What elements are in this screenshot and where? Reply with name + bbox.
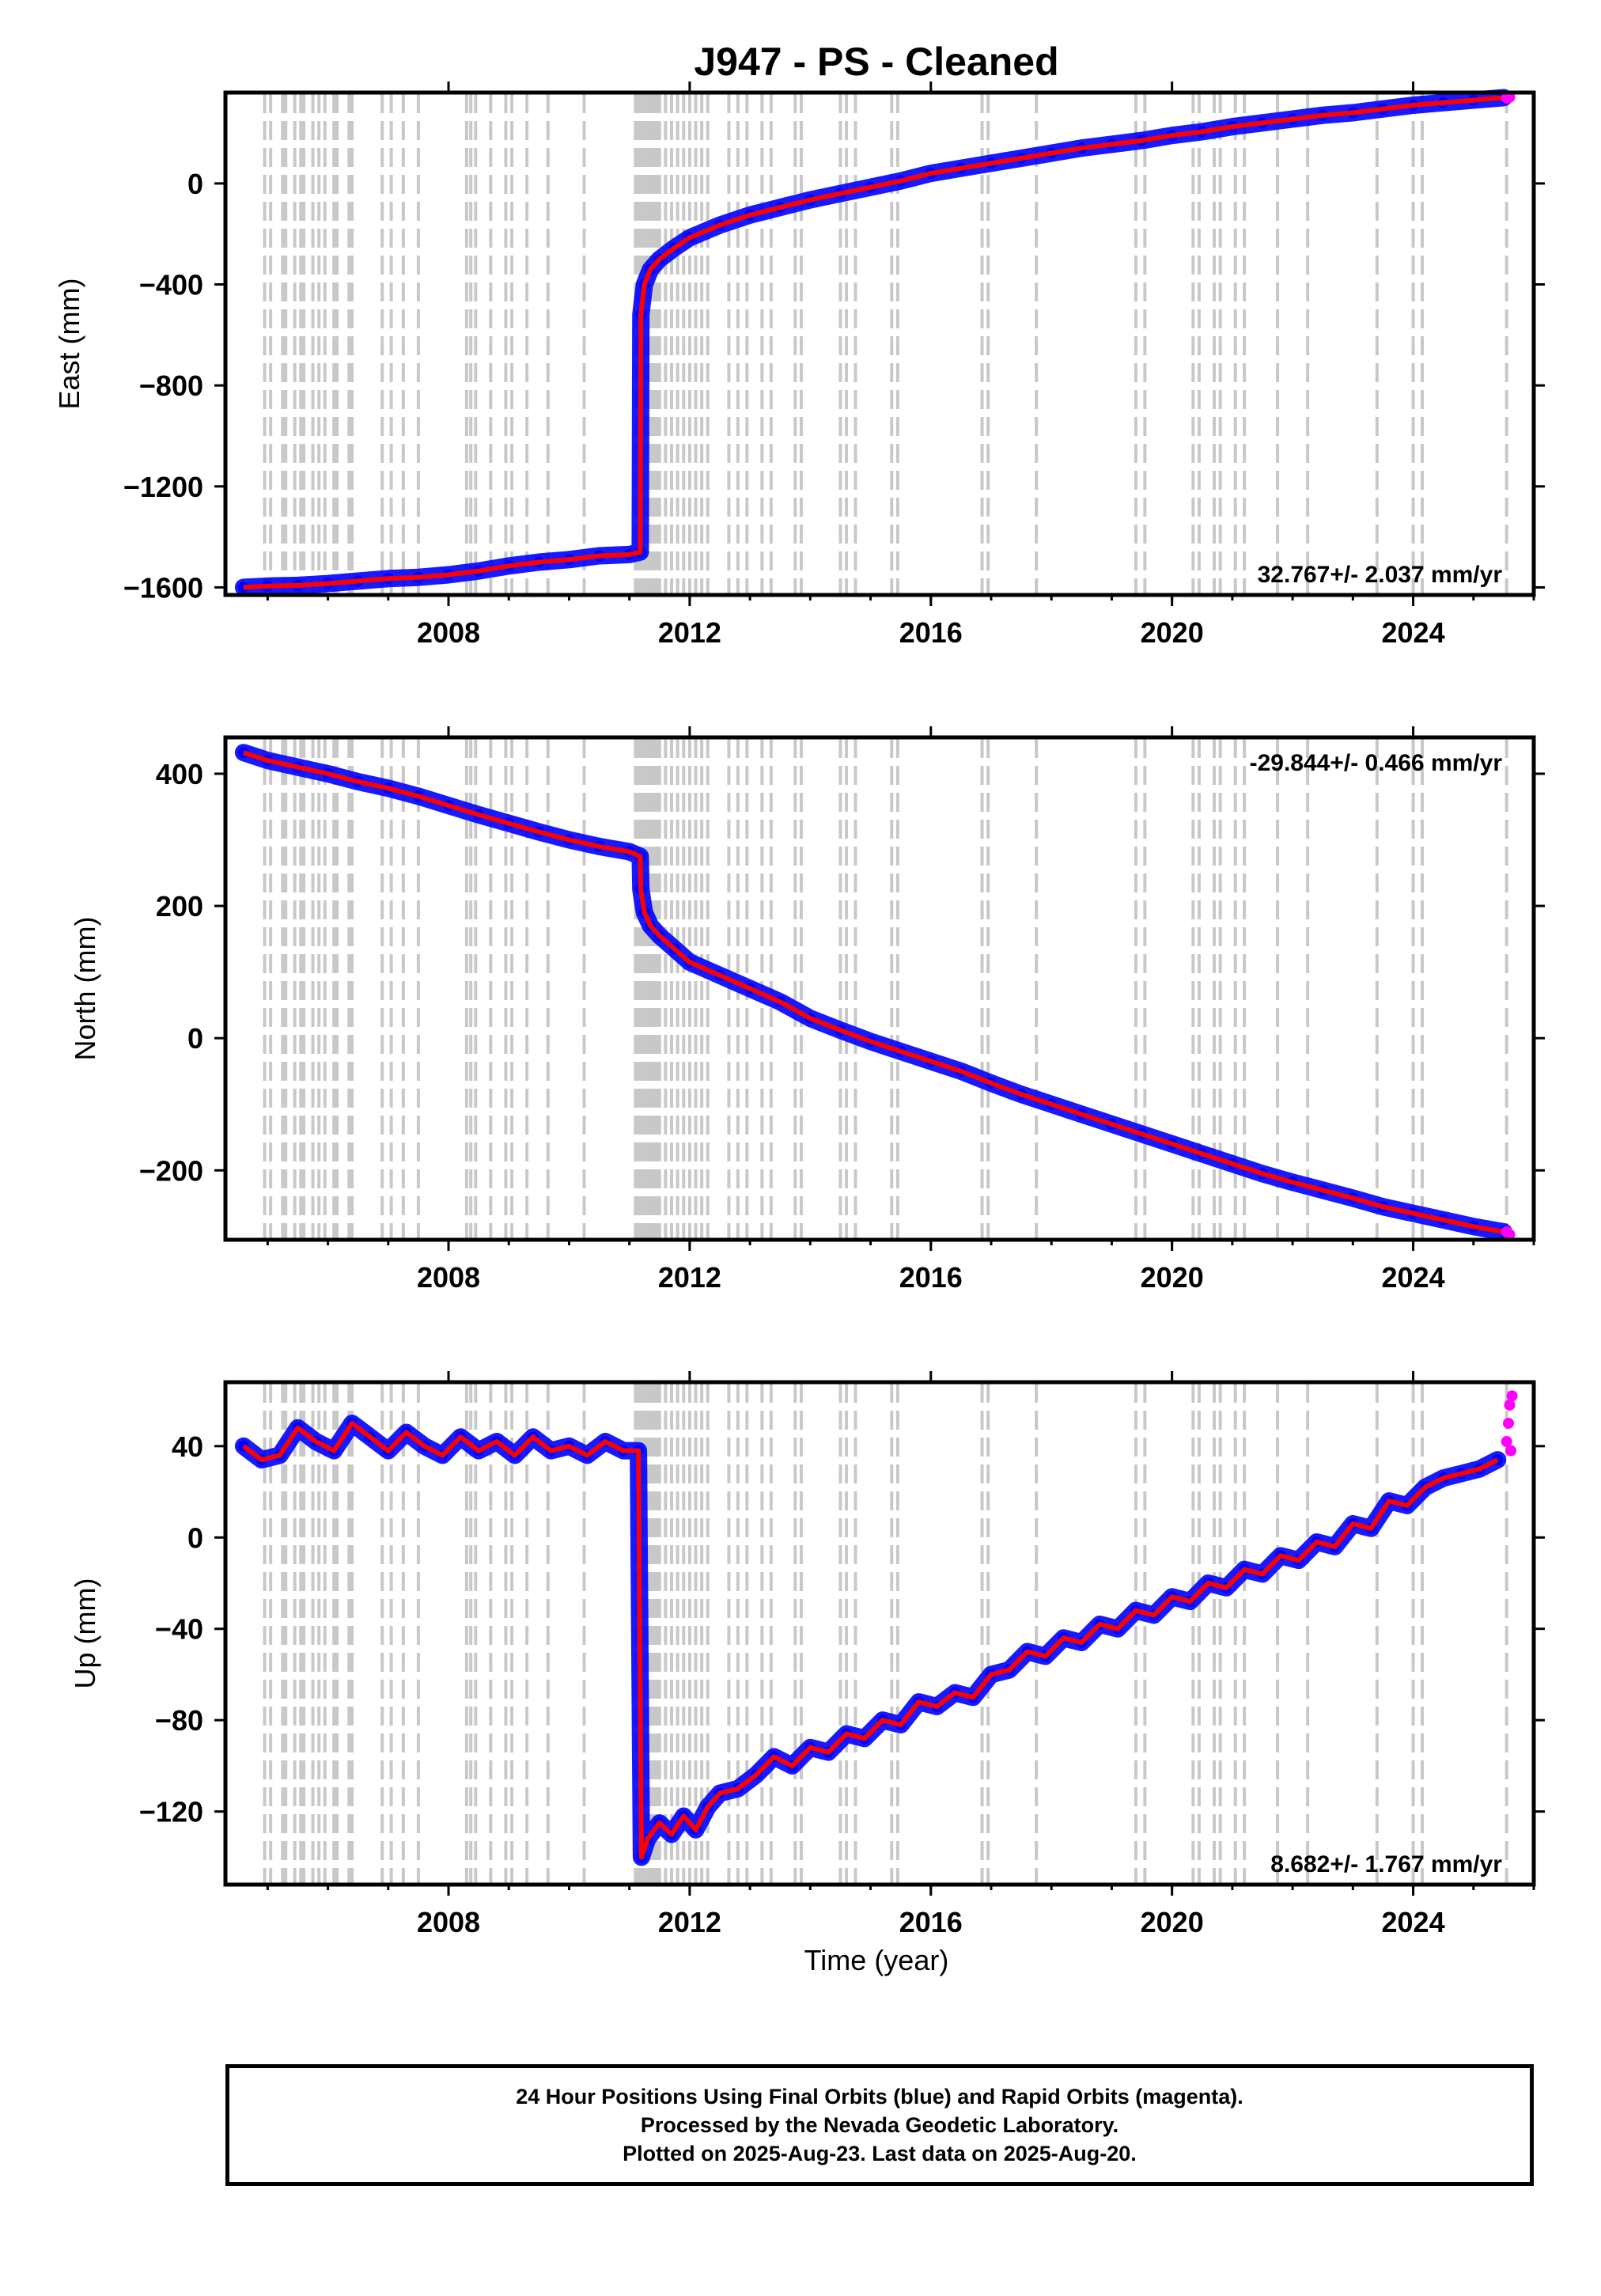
x-tick-label: 2008 [417, 1261, 480, 1294]
y-tick-label: 0 [187, 168, 203, 200]
y-tick-label: 200 [156, 890, 203, 923]
x-tick-label: 2024 [1382, 616, 1445, 649]
y-tick-label: −1600 [123, 571, 203, 604]
series-north-band [234, 744, 1512, 1241]
x-tick-label: 2020 [1141, 1906, 1204, 1938]
rapid-orbit-point [1502, 1417, 1514, 1429]
rapid-orbit-point [1501, 1436, 1512, 1448]
final-orbit-point [237, 582, 249, 593]
x-tick-label: 2016 [899, 1261, 963, 1294]
x-tick-label: 2012 [658, 616, 721, 649]
fit-line-north [242, 750, 1504, 1234]
velocity-label: 32.767+/- 2.037 mm/yr [1258, 562, 1503, 588]
y-tick-label: −120 [139, 1796, 203, 1828]
footer-info-box: 24 Hour Positions Using Final Orbits (bl… [225, 2064, 1534, 2186]
rapid-orbit-point [1504, 1399, 1516, 1411]
x-tick-label: 2020 [1141, 616, 1204, 649]
panel-east: 2008 2012 2016 2020 2024 0 −400 −800 −1200 −1600 E… [53, 81, 1545, 649]
x-tick-label: 2008 [417, 616, 480, 649]
x-axis-label: Time (year) [804, 1944, 949, 1976]
y-axis-label: Up (mm) [69, 1578, 101, 1689]
x-tick-label: 2016 [899, 616, 963, 649]
panel-frame [223, 1380, 1536, 1887]
x-tick-label: 2016 [899, 1906, 963, 1938]
panel-north: 2008 2012 2016 2020 2024 400 200 0 −200 North (mm… [69, 726, 1545, 1294]
panels-layer: 2008 2012 2016 2020 20240−400−800−1200−1600E… [53, 81, 1545, 1938]
panel-frame [223, 735, 1536, 1242]
footer-line-orbits: 24 Hour Positions Using Final Orbits (bl… [516, 2085, 1243, 2108]
panel-up: 2008 2012 2016 2020 2024 40 0 −40 −80 −120 Up (mm)… [69, 1371, 1545, 1938]
footer-line-dates: Plotted on 2025-Aug-23. Last data on 202… [623, 2142, 1137, 2165]
chart-title: J947 - PS - Cleaned [694, 40, 1058, 84]
series-up-band [234, 1415, 1507, 1866]
y-tick-label: 40 [172, 1430, 203, 1463]
y-tick-label: 0 [187, 1022, 203, 1055]
x-tick-label: 2012 [658, 1261, 721, 1294]
x-tick-label: 2024 [1382, 1906, 1445, 1938]
x-tick-label: 2020 [1141, 1261, 1204, 1294]
y-tick-label: −1200 [123, 471, 203, 503]
y-tick-label: 400 [156, 758, 203, 790]
y-axis-label: North (mm) [69, 917, 101, 1061]
series-east-band [234, 89, 1512, 597]
velocity-label: -29.844+/- 0.466 mm/yr [1250, 750, 1503, 776]
y-axis-label: East (mm) [53, 278, 85, 410]
velocity-label: 8.682+/- 1.767 mm/yr [1270, 1851, 1502, 1877]
x-tick-label: 2024 [1382, 1261, 1445, 1294]
y-tick-label: −80 [155, 1704, 203, 1737]
rapid-orbit-point [1504, 1229, 1516, 1241]
footer-line-processor: Processed by the Nevada Geodetic Laborat… [640, 2113, 1119, 2137]
y-tick-label: −200 [139, 1154, 203, 1187]
fit-line-east [243, 95, 1504, 590]
rapid-orbit-point [1506, 1390, 1518, 1402]
rapid-orbit-point [1505, 1445, 1517, 1457]
fit-line-up [242, 1421, 1499, 1860]
x-tick-label: 2012 [658, 1906, 721, 1938]
y-tick-label: −800 [139, 369, 203, 402]
y-tick-label: −400 [139, 269, 203, 301]
panel-frame [223, 90, 1536, 597]
x-tick-label: 2008 [417, 1906, 480, 1938]
y-tick-label: 0 [187, 1521, 203, 1554]
y-tick-label: −40 [155, 1613, 203, 1646]
